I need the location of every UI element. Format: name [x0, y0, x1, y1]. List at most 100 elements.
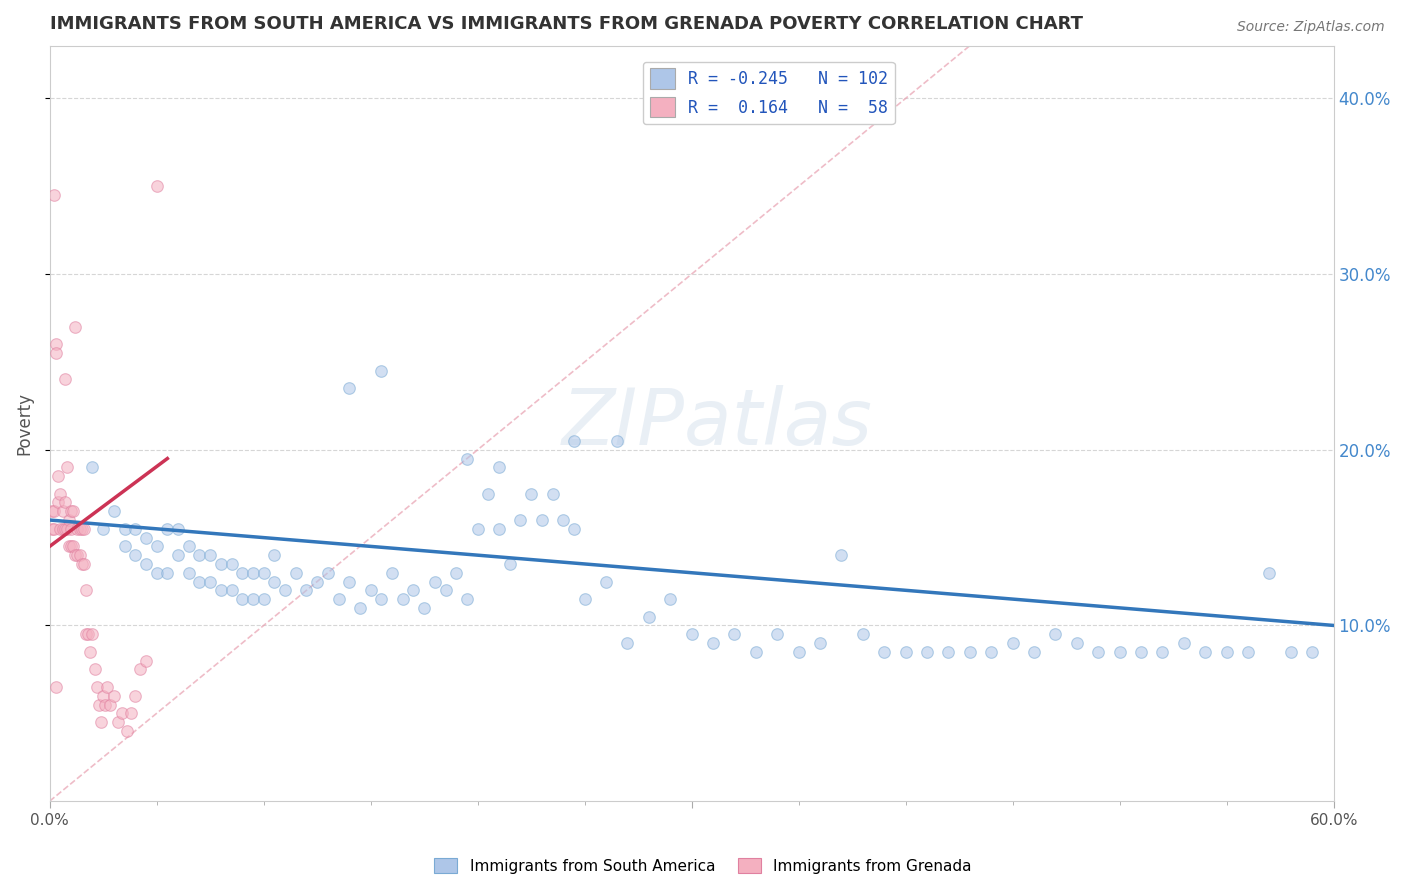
Point — [637, 609, 659, 624]
Point — [73, 557, 96, 571]
Point — [65, 548, 87, 562]
Point — [659, 592, 682, 607]
Point — [295, 583, 318, 598]
Point — [446, 566, 468, 580]
Point — [45, 346, 67, 360]
Point — [231, 566, 253, 580]
Point — [787, 645, 810, 659]
Point — [45, 337, 67, 351]
Text: Source: ZipAtlas.com: Source: ZipAtlas.com — [1237, 20, 1385, 34]
Point — [75, 583, 97, 598]
Point — [1173, 636, 1195, 650]
Point — [46, 495, 69, 509]
Point — [77, 627, 100, 641]
Point — [477, 486, 499, 500]
Point — [42, 504, 65, 518]
Point — [1001, 636, 1024, 650]
Point — [467, 522, 489, 536]
Point — [1108, 645, 1130, 659]
Point — [58, 540, 80, 554]
Point — [553, 513, 575, 527]
Point — [370, 364, 392, 378]
Point — [41, 504, 63, 518]
Point — [723, 627, 745, 641]
Point — [242, 592, 264, 607]
Point — [328, 592, 350, 607]
Point — [79, 645, 101, 659]
Point — [1022, 645, 1045, 659]
Point — [284, 566, 307, 580]
Point — [381, 566, 404, 580]
Point — [69, 548, 91, 562]
Point — [49, 522, 72, 536]
Point — [402, 583, 425, 598]
Point — [209, 557, 232, 571]
Point — [65, 319, 87, 334]
Point — [83, 662, 105, 676]
Point — [114, 522, 136, 536]
Point — [873, 645, 896, 659]
Text: ZIPatlas: ZIPatlas — [562, 385, 873, 461]
Point — [177, 540, 200, 554]
Point — [90, 714, 112, 729]
Point — [103, 689, 125, 703]
Point — [115, 723, 138, 738]
Point — [606, 434, 628, 448]
Point — [360, 583, 382, 598]
Point — [1152, 645, 1174, 659]
Point — [488, 522, 510, 536]
Point — [167, 548, 190, 562]
Point — [188, 574, 211, 589]
Point — [51, 522, 73, 536]
Point — [894, 645, 917, 659]
Point — [145, 179, 167, 194]
Point — [253, 592, 276, 607]
Point — [1194, 645, 1216, 659]
Point — [391, 592, 413, 607]
Point — [135, 654, 157, 668]
Point — [42, 188, 65, 202]
Point — [70, 522, 93, 536]
Point — [337, 381, 360, 395]
Point — [307, 574, 329, 589]
Point — [530, 513, 553, 527]
Point — [198, 574, 221, 589]
Point — [1130, 645, 1153, 659]
Point — [58, 513, 80, 527]
Point — [337, 574, 360, 589]
Point — [413, 600, 436, 615]
Point — [60, 504, 83, 518]
Legend: R = -0.245   N = 102, R =  0.164   N =  58: R = -0.245 N = 102, R = 0.164 N = 58 — [643, 62, 894, 124]
Point — [616, 636, 638, 650]
Point — [156, 522, 179, 536]
Point — [66, 548, 89, 562]
Point — [124, 548, 146, 562]
Point — [56, 460, 79, 475]
Point — [114, 540, 136, 554]
Legend: Immigrants from South America, Immigrants from Grenada: Immigrants from South America, Immigrant… — [429, 852, 977, 880]
Point — [702, 636, 724, 650]
Point — [60, 522, 83, 536]
Point — [167, 522, 190, 536]
Point — [49, 486, 72, 500]
Point — [82, 460, 104, 475]
Point — [1237, 645, 1260, 659]
Point — [562, 434, 585, 448]
Point — [745, 645, 768, 659]
Point — [253, 566, 276, 580]
Point — [70, 557, 93, 571]
Point — [60, 540, 83, 554]
Point — [53, 495, 76, 509]
Point — [766, 627, 789, 641]
Point — [198, 548, 221, 562]
Point — [135, 531, 157, 545]
Point — [456, 592, 478, 607]
Point — [124, 689, 146, 703]
Point — [499, 557, 522, 571]
Point — [62, 540, 84, 554]
Point — [177, 566, 200, 580]
Point — [231, 592, 253, 607]
Point — [86, 680, 108, 694]
Point — [66, 522, 89, 536]
Point — [62, 504, 84, 518]
